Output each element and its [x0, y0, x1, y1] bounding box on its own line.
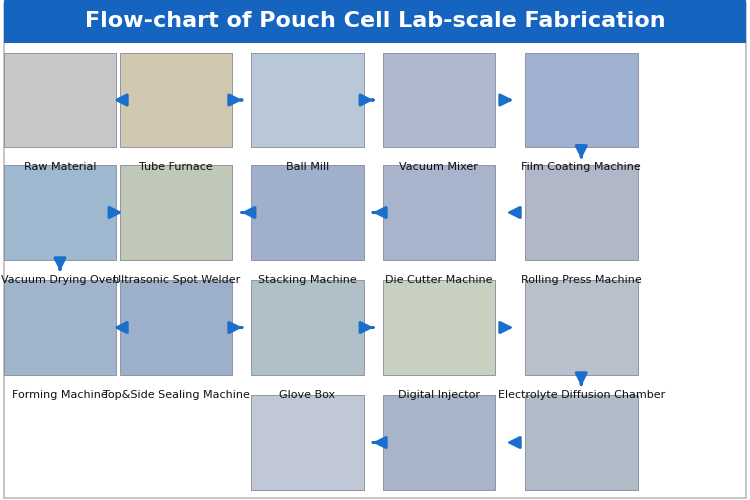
Text: Ball Mill: Ball Mill: [286, 162, 329, 172]
FancyBboxPatch shape: [251, 165, 364, 260]
Text: Top&Side Sealing Machine: Top&Side Sealing Machine: [103, 390, 250, 400]
FancyBboxPatch shape: [4, 280, 116, 375]
Text: Vacuum Drying Oven: Vacuum Drying Oven: [1, 275, 119, 285]
Text: Ultrasonic Spot Welder: Ultrasonic Spot Welder: [112, 275, 240, 285]
FancyBboxPatch shape: [251, 52, 364, 148]
FancyBboxPatch shape: [251, 395, 364, 490]
Bar: [4, 0, 746, 42]
FancyBboxPatch shape: [4, 165, 116, 260]
FancyBboxPatch shape: [120, 280, 232, 375]
Text: Raw Material: Raw Material: [24, 162, 96, 172]
FancyBboxPatch shape: [525, 165, 638, 260]
Text: Die Cutter Machine: Die Cutter Machine: [385, 275, 493, 285]
FancyBboxPatch shape: [525, 52, 638, 148]
FancyBboxPatch shape: [382, 52, 495, 148]
Text: Vacuum Mixer: Vacuum Mixer: [399, 162, 478, 172]
FancyBboxPatch shape: [382, 165, 495, 260]
Text: Rolling Press Machine: Rolling Press Machine: [520, 275, 641, 285]
FancyBboxPatch shape: [120, 165, 232, 260]
FancyBboxPatch shape: [251, 280, 364, 375]
Text: Film Coating Machine: Film Coating Machine: [521, 162, 641, 172]
FancyBboxPatch shape: [120, 52, 232, 148]
Text: Tube Furnace: Tube Furnace: [140, 162, 213, 172]
FancyBboxPatch shape: [382, 280, 495, 375]
FancyBboxPatch shape: [525, 280, 638, 375]
Text: Stacking Machine: Stacking Machine: [258, 275, 357, 285]
Text: Flow-chart of Pouch Cell Lab-scale Fabrication: Flow-chart of Pouch Cell Lab-scale Fabri…: [85, 11, 665, 31]
FancyBboxPatch shape: [382, 395, 495, 490]
Text: Forming Machine: Forming Machine: [12, 390, 108, 400]
FancyBboxPatch shape: [4, 52, 116, 148]
FancyBboxPatch shape: [525, 395, 638, 490]
Text: Glove Box: Glove Box: [280, 390, 335, 400]
Text: Digital Injector: Digital Injector: [398, 390, 480, 400]
Text: Electrolyte Diffusion Chamber: Electrolyte Diffusion Chamber: [498, 390, 664, 400]
